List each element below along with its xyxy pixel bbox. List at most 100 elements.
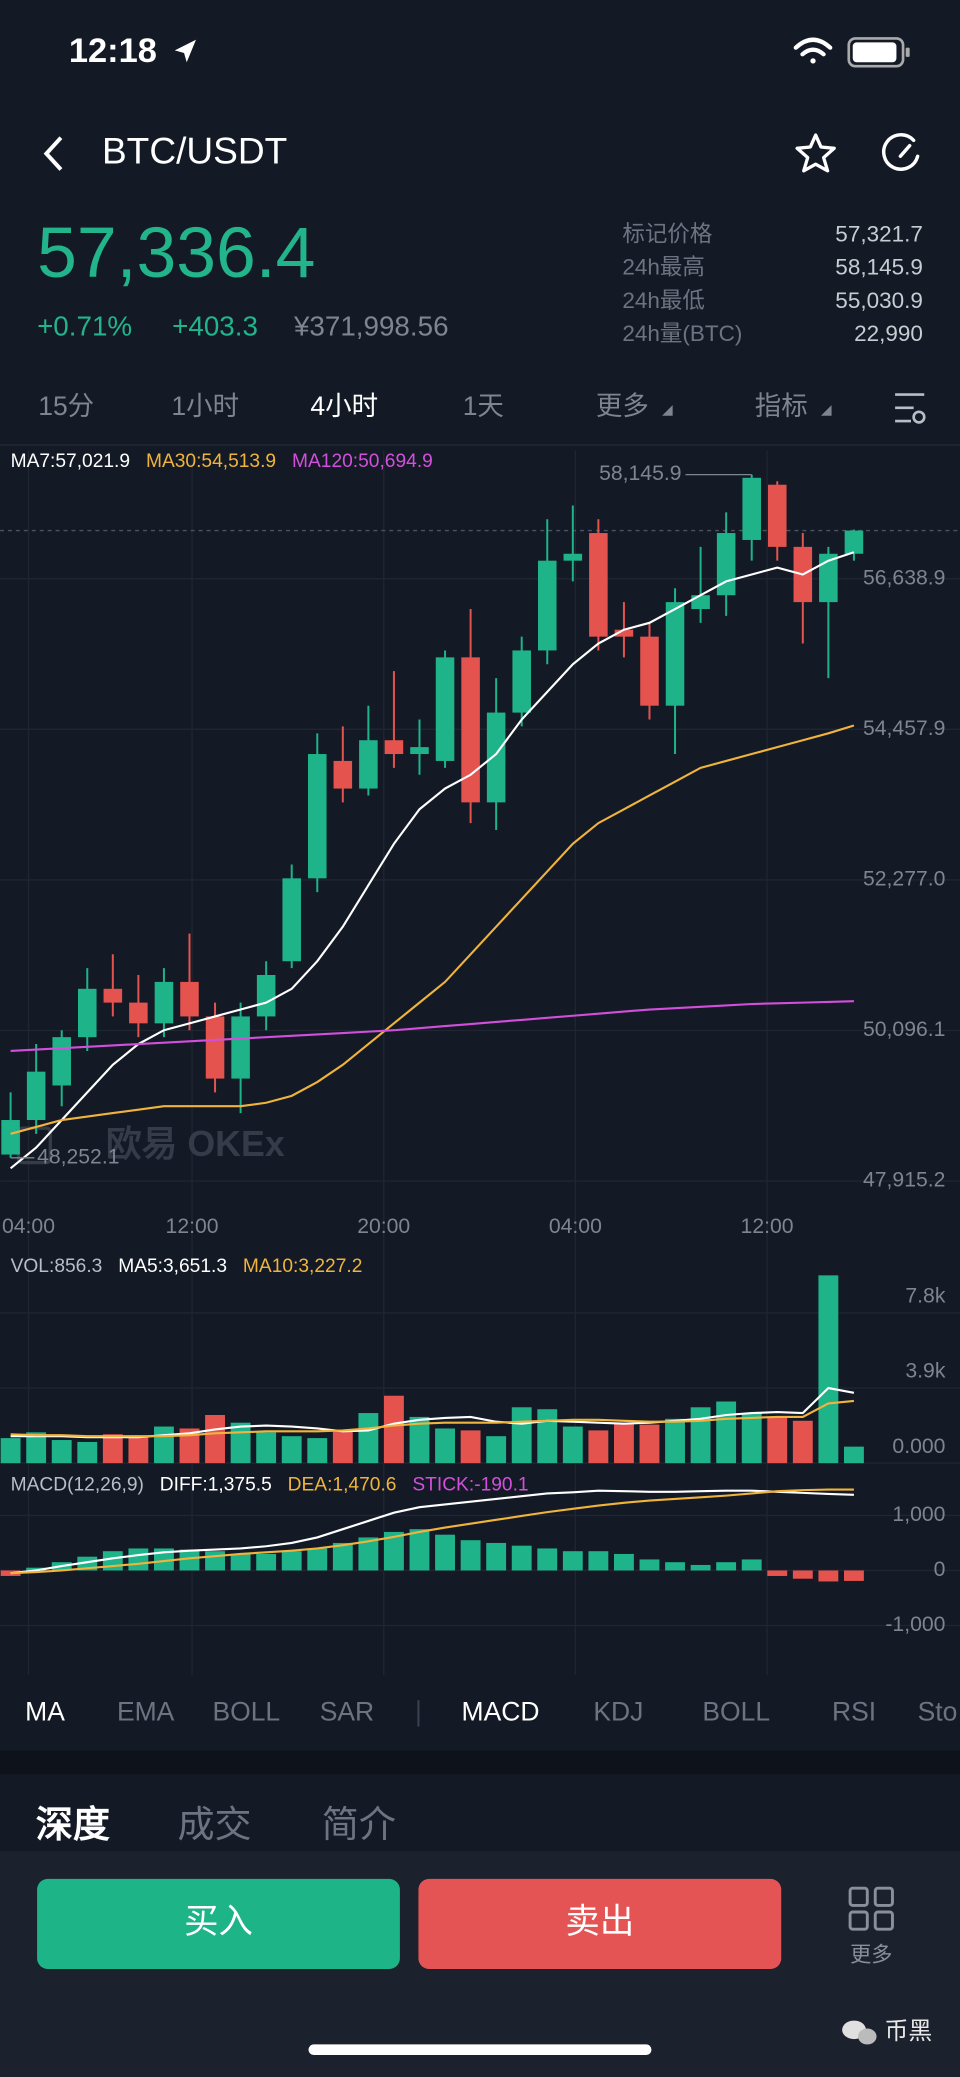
bar: [384, 1395, 404, 1464]
candle-body: [333, 760, 353, 789]
battery-icon: [847, 37, 910, 68]
candle-body: [410, 747, 429, 755]
bar: [51, 1440, 72, 1464]
bar: [128, 1436, 149, 1464]
back-button[interactable]: [43, 136, 63, 171]
period-tab[interactable]: 指标: [755, 391, 808, 421]
refresh-button[interactable]: [882, 133, 920, 171]
indicator-tab[interactable]: KDJ: [593, 1696, 643, 1726]
period-tab[interactable]: 15分: [38, 391, 94, 421]
legend-entry: MA120:50,694.9: [292, 451, 433, 472]
candle-body: [231, 1016, 250, 1079]
candle-body: [563, 553, 583, 561]
bar: [562, 1551, 583, 1571]
x-tick-label: 20:00: [357, 1215, 410, 1238]
bar: [741, 1559, 762, 1571]
bar: [256, 1553, 277, 1571]
bar: [818, 1570, 839, 1582]
indicator-tab[interactable]: MACD: [462, 1696, 540, 1726]
buy-button[interactable]: [37, 1878, 400, 1969]
x-tick-label: 04:00: [2, 1215, 55, 1238]
candle-body: [844, 530, 864, 554]
wechat-icon: [842, 2020, 877, 2045]
period-tab[interactable]: 4小时: [310, 391, 378, 421]
candle-body: [640, 636, 659, 706]
candle-body: [359, 740, 378, 789]
indicator-tab[interactable]: RSI: [832, 1696, 876, 1726]
indicator-tab[interactable]: EMA: [117, 1696, 175, 1726]
bar: [256, 1432, 277, 1464]
candle-body: [307, 754, 327, 879]
bar: [716, 1401, 737, 1464]
period-tab[interactable]: 1天: [463, 391, 504, 421]
candle-body: [537, 560, 557, 651]
bar: [665, 1418, 685, 1464]
indicator-tab[interactable]: BOLL: [702, 1696, 770, 1726]
info-tab[interactable]: 简介: [322, 1803, 396, 1845]
sell-label: 卖出: [565, 1903, 634, 1941]
candle-body: [819, 553, 838, 603]
change-percent: +0.71%: [37, 311, 132, 342]
bar: [690, 1564, 711, 1571]
info-tab[interactable]: 成交: [177, 1803, 251, 1845]
bar: [639, 1424, 660, 1464]
info-tab[interactable]: 深度: [36, 1803, 110, 1845]
candle-body: [691, 595, 710, 610]
info-tabs: 深度 成交 简介: [36, 1803, 396, 1845]
bar: [639, 1559, 660, 1571]
indicator-tab[interactable]: BOLL: [212, 1696, 280, 1726]
bar: [537, 1548, 558, 1571]
bar: [358, 1537, 379, 1571]
bar: [511, 1407, 532, 1464]
candle-body: [435, 657, 455, 761]
candle-body: [486, 712, 506, 803]
bar: [307, 1438, 328, 1464]
y-tick-label: 47,915.2: [863, 1169, 945, 1192]
legend-entry: MA10:3,227.2: [243, 1256, 362, 1277]
indicator-tab[interactable]: MA: [25, 1696, 65, 1726]
last-price: 57,336.4: [37, 213, 315, 293]
indicator-line: [9, 551, 855, 1170]
bar: [562, 1426, 583, 1464]
candle-body: [77, 988, 97, 1038]
indicator-tab[interactable]: Sto: [918, 1696, 958, 1726]
bar: [741, 1413, 762, 1464]
y-tick-label: 56,638.9: [863, 566, 945, 589]
y-tick-label: 52,277.0: [863, 868, 945, 891]
y-tick-label: 3.9k: [905, 1360, 945, 1383]
bar: [179, 1549, 200, 1571]
status-time: 12:18: [69, 32, 157, 70]
bar: [307, 1548, 328, 1571]
indicator-tab[interactable]: SAR: [320, 1696, 374, 1726]
candle-body: [461, 657, 480, 803]
more-button[interactable]: [848, 1886, 894, 1931]
bar: [818, 1275, 839, 1464]
stat-value: 57,321.7: [835, 222, 923, 247]
bar: [767, 1416, 788, 1464]
low-annotation: 48,252.1: [37, 1145, 119, 1168]
period-tab[interactable]: 更多: [596, 391, 649, 421]
candle-body: [282, 878, 301, 962]
bar: [332, 1430, 353, 1464]
bar: [205, 1414, 225, 1464]
stat-label: 24h量(BTC): [622, 321, 742, 346]
candle-body: [614, 629, 634, 637]
sell-button[interactable]: [418, 1878, 782, 1969]
bar: [409, 1529, 430, 1571]
y-tick-label: 0: [934, 1558, 946, 1581]
x-tick-label: 12:00: [166, 1215, 219, 1238]
bar: [154, 1426, 174, 1464]
bar: [843, 1446, 864, 1464]
pair-title: BTC/USDT: [102, 129, 287, 171]
y-tick-label: -1,000: [885, 1613, 945, 1636]
period-tab[interactable]: 1小时: [171, 391, 239, 421]
bar: [230, 1422, 251, 1464]
chart-settings-button[interactable]: [895, 393, 926, 424]
home-indicator: [308, 2044, 652, 2056]
bar: [716, 1562, 737, 1571]
bar: [77, 1441, 98, 1464]
bar: [690, 1407, 711, 1464]
favorite-button[interactable]: [795, 133, 836, 173]
change-amount: +403.3: [172, 311, 258, 342]
